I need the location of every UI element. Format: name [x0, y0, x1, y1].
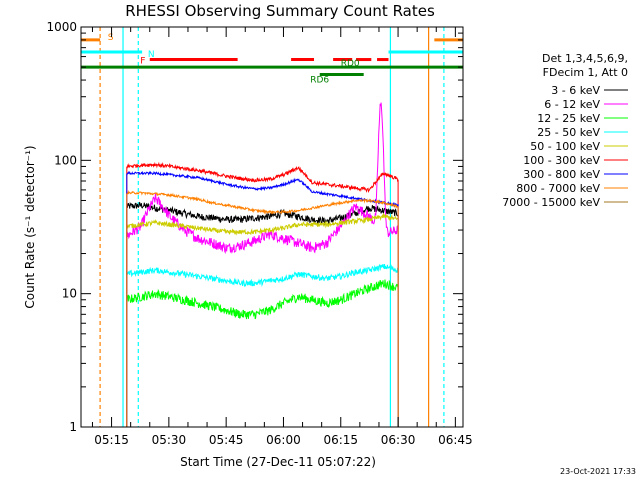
legend-entry-5: 100 - 300 keV [523, 154, 600, 167]
series-line-4 [126, 212, 399, 427]
y-tick-label-3: 1000 [46, 20, 77, 34]
plot-frame [80, 26, 464, 428]
y-tick-label-0: 1 [69, 420, 77, 434]
flag-label-n: N [148, 50, 155, 60]
x-tick-label-1: 05:30 [152, 433, 187, 447]
chart-title: RHESSI Observing Summary Count Rates [125, 2, 435, 20]
series-line-0 [126, 201, 399, 427]
legend-entry-7: 800 - 7000 keV [516, 182, 600, 195]
timestamp-label: 23-Oct-2021 17:33 [560, 467, 636, 476]
series-line-3 [126, 263, 399, 427]
series-line-5 [126, 161, 399, 427]
legend-entry-4: 50 - 100 keV [530, 140, 600, 153]
legend-entry-2: 12 - 25 keV [537, 112, 600, 125]
legend-header-1: FDecim 1, Att 0 [543, 66, 628, 79]
series-line-6 [126, 170, 399, 427]
x-tick-label-5: 06:30 [381, 433, 416, 447]
x-tick-label-3: 06:00 [266, 433, 301, 447]
x-tick-label-6: 06:45 [438, 433, 473, 447]
y-tick-label-2: 100 [54, 153, 77, 167]
x-tick-label-4: 06:15 [323, 433, 358, 447]
series-line-7 [126, 190, 399, 427]
legend-entry-8: 7000 - 15000 keV [502, 196, 600, 209]
legend-entry-1: 6 - 12 keV [544, 98, 600, 111]
legend-entry-0: 3 - 6 keV [551, 84, 600, 97]
legend: Det 1,3,4,5,6,9,FDecim 1, Att 0 3 - 6 keV… [502, 52, 628, 209]
legend-entry-6: 300 - 800 keV [523, 168, 600, 181]
x-axis-label: Start Time (27-Dec-11 05:07:22) [180, 455, 376, 469]
flag-label-rd0: RD0 [341, 59, 360, 69]
x-tick-label-2: 05:45 [209, 433, 244, 447]
flag-label-s: S [108, 33, 114, 43]
series-line-1 [126, 102, 399, 427]
y-tick-label-1: 10 [62, 287, 77, 301]
flag-label-rd6: RD6 [310, 76, 329, 86]
flag-label-f: F [140, 57, 145, 67]
series-line-2 [126, 279, 399, 427]
x-tick-label-0: 05:15 [94, 433, 129, 447]
legend-entry-3: 25 - 50 keV [537, 126, 600, 139]
y-axis-label: Count Rate (s⁻¹ detector⁻¹) [23, 145, 37, 308]
legend-header-0: Det 1,3,4,5,6,9, [542, 52, 628, 65]
